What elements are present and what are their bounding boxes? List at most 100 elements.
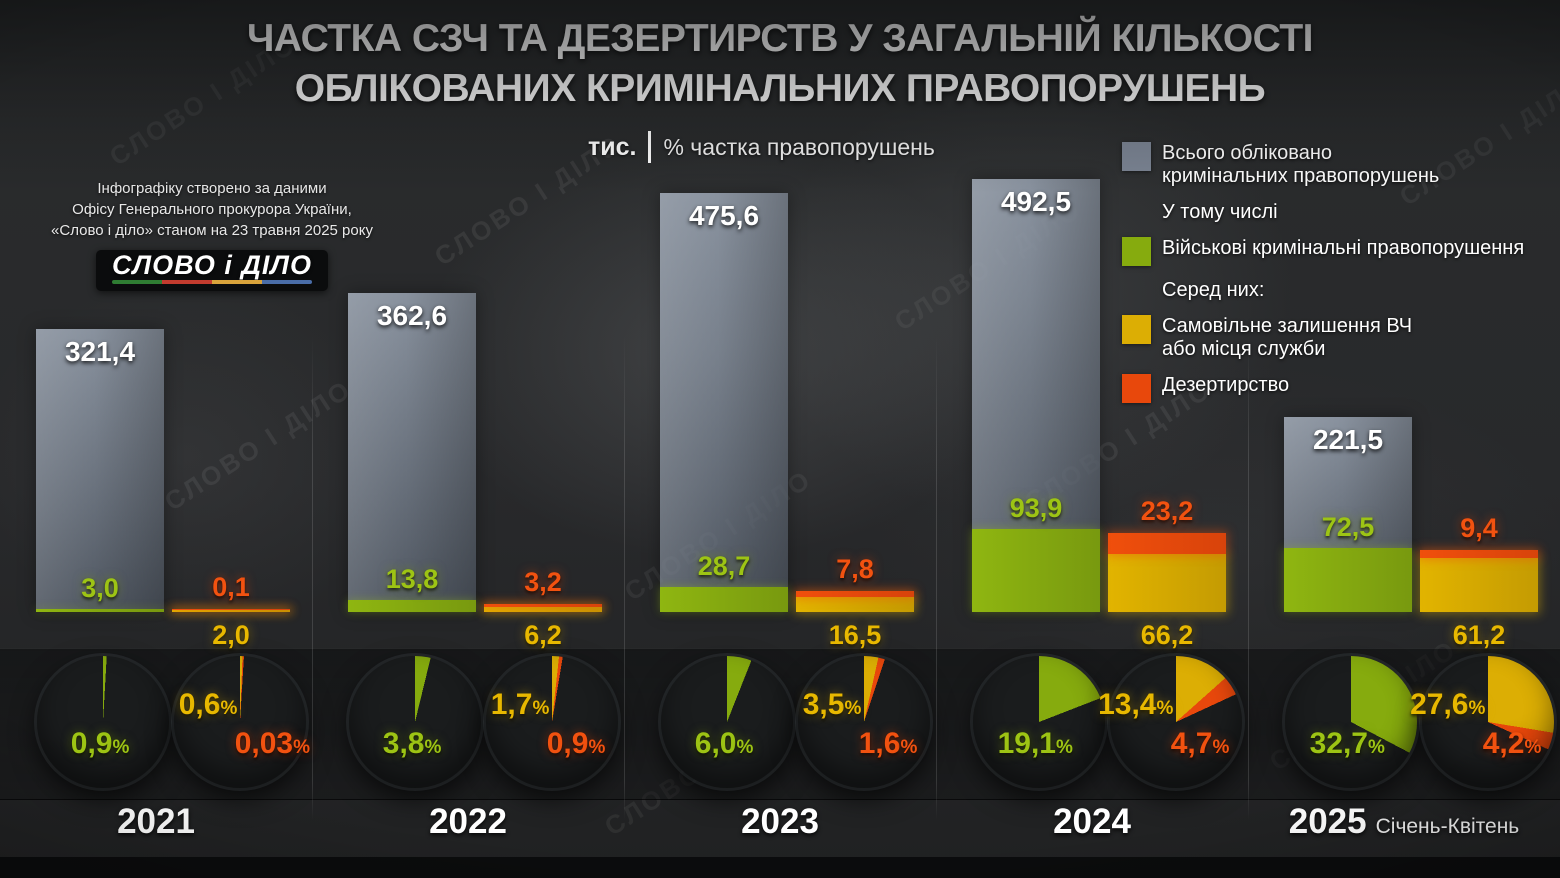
total-bar: 321,4 <box>36 329 164 612</box>
military-share-label: 19,1% <box>997 727 1073 761</box>
awol-desertion-share-pie: 3,5% 1,6% <box>798 656 930 788</box>
year-text: 2025 <box>1288 802 1367 841</box>
percent-sign: % <box>1524 737 1542 759</box>
percent-sign: % <box>588 737 606 759</box>
military-value-label: 28,7 <box>697 550 751 581</box>
percent-sign: % <box>1055 737 1073 759</box>
desertion-bar-segment <box>172 608 290 610</box>
awol-bar-segment <box>172 610 290 612</box>
percent-sign: % <box>844 697 862 719</box>
desertion-share-label: 0,03% <box>234 727 311 761</box>
total-value-label: 221,5 <box>1312 424 1384 456</box>
military-share-pie: 6,0% <box>661 656 793 788</box>
percent-sign: % <box>293 737 311 759</box>
group-divider <box>624 335 625 820</box>
awol-bar-segment <box>1420 558 1538 612</box>
year-group-2024: 492,5 93,9 23,2 66,2 19,1% 13,4% 4,7% 2024 <box>936 0 1248 878</box>
percent-sign: % <box>1212 737 1230 759</box>
military-bar-segment <box>1284 548 1412 612</box>
military-share-pie: 19,1% <box>973 656 1105 788</box>
desertion-value-label: 9,4 <box>1460 512 1498 543</box>
percent-sign: % <box>1468 697 1486 719</box>
desertion-bar-segment <box>1108 533 1226 554</box>
year-group-2025: 221,5 72,5 9,4 61,2 32,7% 27,6% 4,2% 2025 Січень… <box>1248 0 1560 878</box>
military-share-pie: 3,8% <box>349 656 481 788</box>
desertion-value-label: 23,2 <box>1140 496 1194 527</box>
desertion-value-label: 7,8 <box>836 553 874 584</box>
awol-desertion-share-pie: 0,6% 0,03% <box>174 656 310 788</box>
awol-share-label: 27,6% <box>1410 687 1486 721</box>
military-bar-segment <box>36 608 164 612</box>
total-bar: 492,5 <box>972 178 1100 612</box>
desertion-bar-segment <box>796 590 914 598</box>
awol-desertion-share-pie: 27,6% 4,2% <box>1410 656 1554 788</box>
percent-sign: % <box>736 737 754 759</box>
awol-bar-segment <box>484 606 602 612</box>
year-label: 2025 Січень-Квітень <box>1248 802 1560 842</box>
group-divider <box>312 335 313 820</box>
group-divider <box>1248 335 1249 820</box>
percent-sign: % <box>532 697 550 719</box>
bar-shading <box>36 329 164 612</box>
awol-share-label: 3,5% <box>802 687 862 721</box>
military-share-pie: 0,9% <box>37 656 169 788</box>
awol-share-label: 0,6% <box>178 687 238 721</box>
bar-shading <box>660 193 788 612</box>
year-label: 2024 <box>936 802 1248 842</box>
military-share-label: 3,8% <box>382 727 442 761</box>
military-share-label: 6,0% <box>694 727 754 761</box>
percent-sign: % <box>220 697 238 719</box>
year-text: 2024 <box>1053 802 1131 841</box>
military-share-pie: 32,7% <box>1285 656 1417 788</box>
desertion-bar-segment <box>1420 549 1538 559</box>
awol-bar-segment <box>796 597 914 612</box>
total-value-label: 362,6 <box>376 299 448 331</box>
military-share-label: 0,9% <box>70 727 130 761</box>
awol-value-label: 66,2 <box>1140 620 1194 650</box>
percent-sign: % <box>424 737 442 759</box>
desertion-share-label: 1,6% <box>858 727 918 761</box>
year-text: 2021 <box>117 802 195 841</box>
percent-sign: % <box>112 737 130 759</box>
year-label: 2022 <box>312 802 624 842</box>
awol-share-label: 1,7% <box>490 687 550 721</box>
military-share-label: 32,7% <box>1309 727 1385 761</box>
bottom-strip <box>0 857 1560 878</box>
percent-sign: % <box>1156 697 1174 719</box>
military-value-label: 72,5 <box>1321 512 1375 543</box>
percent-sign: % <box>900 737 918 759</box>
desertion-share-label: 4,2% <box>1482 727 1542 761</box>
year-group-2022: 362,6 13,8 3,2 6,2 3,8% 1,7% 0,9% 2022 <box>312 0 624 878</box>
awol-desertion-share-pie: 13,4% 4,7% <box>1098 656 1242 788</box>
desertion-bar-segment <box>484 603 602 607</box>
year-label: 2023 <box>624 802 936 842</box>
military-bar-segment <box>972 529 1100 612</box>
total-value-label: 492,5 <box>1000 185 1072 217</box>
military-value-label: 13,8 <box>385 563 439 594</box>
awol-value-label: 6,2 <box>524 620 562 650</box>
year-note: Січень-Квітень <box>1375 815 1520 838</box>
year-text: 2022 <box>429 802 507 841</box>
group-divider <box>936 335 937 820</box>
awol-desertion-share-pie: 1,7% 0,9% <box>486 656 618 788</box>
year-label: 2021 <box>0 802 312 842</box>
total-value-label: 321,4 <box>64 336 136 368</box>
military-bar-segment <box>660 586 788 612</box>
percent-sign: % <box>1367 737 1385 759</box>
year-group-2023: 475,6 28,7 7,8 16,5 6,0% 3,5% 1,6% 2023 <box>624 0 936 878</box>
awol-value-label: 16,5 <box>828 620 882 650</box>
year-group-2021: 321,4 3,0 0,1 2,0 0,9% 0,6% 0,03% 2021 <box>0 0 312 878</box>
desertion-value-label: 3,2 <box>524 566 562 597</box>
year-text: 2023 <box>741 802 819 841</box>
desertion-value-label: 0,1 <box>212 571 250 602</box>
awol-value-label: 61,2 <box>1452 620 1506 650</box>
awol-bar-segment <box>1108 553 1226 612</box>
military-value-label: 3,0 <box>81 573 119 603</box>
desertion-share-label: 0,9% <box>546 727 606 761</box>
awol-value-label: 2,0 <box>212 620 250 650</box>
military-bar-segment <box>348 599 476 612</box>
total-bar: 475,6 <box>660 193 788 612</box>
military-value-label: 93,9 <box>1009 493 1063 524</box>
desertion-share-label: 4,7% <box>1170 727 1230 761</box>
